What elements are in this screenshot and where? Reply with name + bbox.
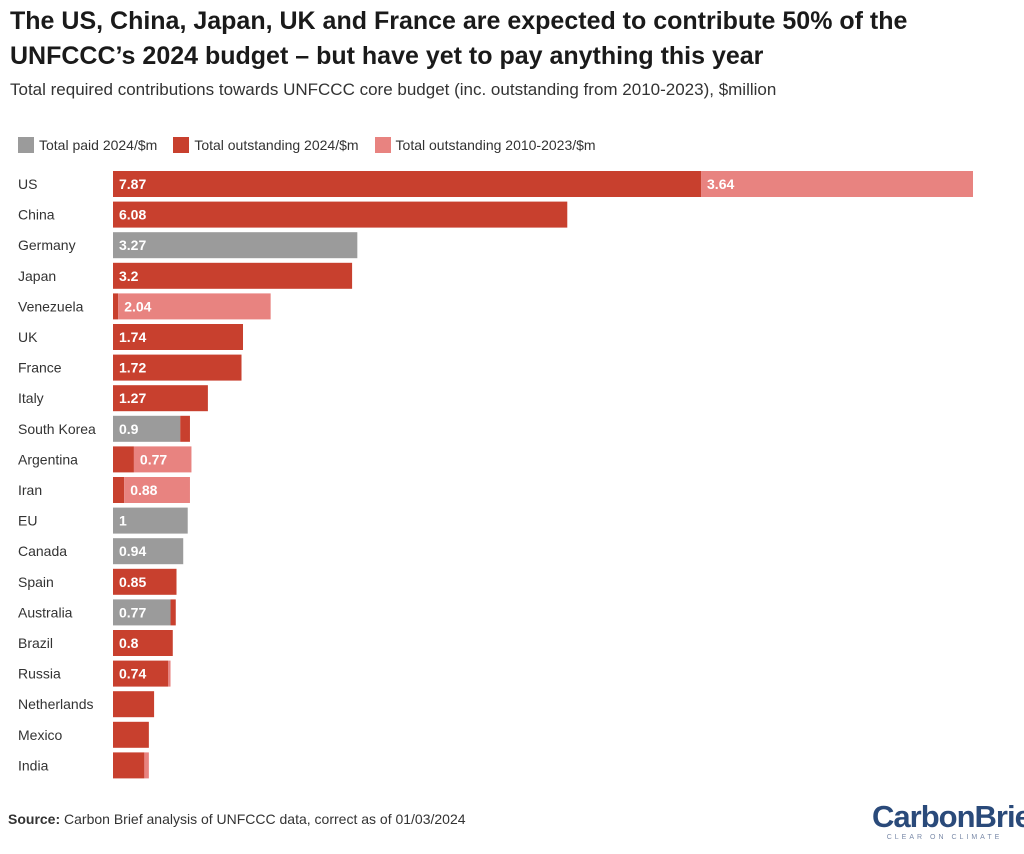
legend-label-outstanding-2024: Total outstanding 2024/$m (194, 137, 359, 153)
data-label-canada-paid: 0.94 (119, 543, 146, 559)
data-label-brazil-outstanding-2024: 0.8 (119, 635, 139, 651)
chart-subtitle: Total required contributions towards UNF… (10, 80, 777, 99)
category-label-france: France (18, 360, 62, 376)
source-note: Source: Carbon Brief analysis of UNFCCC … (8, 811, 466, 827)
category-label-spain: Spain (18, 574, 54, 590)
category-label-netherlands: Netherlands (18, 696, 94, 712)
bar-spain-outstanding-2024 (113, 568, 177, 595)
legend: Total paid 2024/$m Total outstanding 202… (18, 136, 612, 154)
data-label-australia-paid: 0.77 (119, 604, 146, 620)
legend-label-outstanding-2010-2023: Total outstanding 2010-2023/$m (395, 137, 596, 153)
data-label-spain-outstanding-2024: 0.85 (119, 574, 146, 590)
category-label-iran: Iran (18, 482, 42, 498)
logo-wordmark: CarbonBrief (872, 799, 1024, 834)
category-label-india: India (18, 757, 49, 773)
chart-title: The US, China, Japan, UK and France are … (10, 7, 908, 70)
data-label-uk-outstanding-2024: 1.74 (119, 329, 146, 345)
bar-venezuela-outstanding-2024 (113, 293, 119, 320)
bar-argentina-outstanding-2024 (113, 446, 134, 473)
category-label-germany: Germany (18, 237, 76, 253)
legend-item-paid: Total paid 2024/$m (18, 137, 157, 153)
bar-us-outstanding-2010-2023 (701, 171, 973, 197)
data-label-eu-paid: 1 (119, 513, 127, 529)
category-label-venezuela: Venezuela (18, 298, 84, 314)
category-label-china: China (18, 207, 55, 223)
carbon-brief-logo: CarbonBrief CLEAR ON CLIMATE (872, 799, 1024, 848)
bar-argentina-outstanding-2010-2023 (133, 446, 192, 473)
bar-iran-outstanding-2010-2023 (124, 477, 190, 503)
category-label-us: US (18, 176, 37, 192)
category-label-uk: UK (18, 329, 38, 345)
legend-swatch-paid (18, 137, 34, 153)
bar-chart: US 7.87 3.64 China 6.08 Germany 3.27 Japan 3.2 Ve… (18, 171, 973, 779)
bar-south-korea-outstanding-2024 (180, 415, 190, 442)
bar-iran-outstanding-2024 (113, 477, 125, 503)
legend-item-outstanding-2024: Total outstanding 2024/$m (173, 137, 359, 153)
source-label: Source: (8, 811, 61, 827)
data-label-japan-outstanding-2024: 3.2 (119, 268, 139, 284)
category-label-brazil: Brazil (18, 635, 53, 651)
data-label-argentina-outstanding-2010-2023: 0.77 (140, 451, 167, 467)
category-label-south-korea: South Korea (18, 421, 96, 437)
category-label-argentina: Argentina (18, 451, 78, 467)
data-label-china-outstanding-2024: 6.08 (119, 207, 146, 223)
category-label-italy: Italy (18, 390, 44, 406)
bar-south-korea-paid (113, 415, 181, 442)
legend-swatch-outstanding-2024 (173, 137, 190, 153)
bar-uk-outstanding-2024 (113, 324, 244, 350)
legend-item-outstanding-2010-2023: Total outstanding 2010-2023/$m (374, 137, 596, 153)
data-label-france-outstanding-2024: 1.72 (119, 360, 146, 376)
bar-india-outstanding-2024 (113, 752, 145, 779)
category-label-australia: Australia (18, 604, 73, 620)
bar-australia-outstanding-2024 (170, 599, 176, 626)
bar-mexico-outstanding-2024 (113, 721, 149, 748)
bar-us-outstanding-2024 (113, 171, 702, 197)
bar-canada-paid (113, 538, 184, 565)
data-label-us-outstanding-2010-2023: 3.64 (707, 176, 734, 192)
data-label-iran-outstanding-2010-2023: 0.88 (130, 482, 157, 498)
bar-australia-paid (113, 599, 171, 626)
bar-germany-paid (113, 232, 358, 259)
legend-label-paid: Total paid 2024/$m (39, 137, 158, 153)
data-label-south-korea-paid: 0.9 (119, 421, 139, 437)
category-label-eu: EU (18, 513, 37, 529)
bar-france-outstanding-2024 (113, 354, 242, 381)
data-label-venezuela-outstanding-2010-2023: 2.04 (124, 298, 151, 314)
category-label-mexico: Mexico (18, 727, 63, 743)
logo-tagline: CLEAR ON CLIMATE (886, 834, 1003, 841)
bar-japan-outstanding-2024 (113, 262, 353, 289)
bar-netherlands-outstanding-2024 (113, 691, 155, 718)
bar-india-outstanding-2010-2023 (144, 752, 149, 779)
category-label-japan: Japan (18, 268, 56, 284)
bar-russia-outstanding-2010-2023 (168, 660, 171, 687)
bar-italy-outstanding-2024 (113, 385, 208, 412)
legend-swatch-outstanding-2010-2023 (374, 137, 391, 153)
data-label-russia-outstanding-2024: 0.74 (119, 666, 146, 682)
data-label-us-outstanding-2024: 7.87 (119, 176, 146, 192)
bar-russia-outstanding-2024 (113, 660, 169, 687)
source-text: Carbon Brief analysis of UNFCCC data, co… (60, 811, 466, 827)
category-label-canada: Canada (18, 543, 67, 559)
bar-eu-paid (113, 507, 188, 534)
data-label-italy-outstanding-2024: 1.27 (119, 390, 146, 406)
data-label-germany-paid: 3.27 (119, 237, 146, 253)
bar-brazil-outstanding-2024 (113, 630, 173, 656)
bar-china-outstanding-2024 (113, 201, 568, 228)
bar-venezuela-outstanding-2010-2023 (118, 293, 271, 320)
category-label-russia: Russia (18, 666, 61, 682)
